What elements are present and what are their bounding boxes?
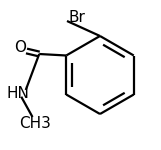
- Text: HN: HN: [6, 85, 29, 100]
- Text: CH3: CH3: [20, 116, 51, 130]
- Text: O: O: [14, 40, 27, 56]
- Text: Br: Br: [68, 11, 85, 26]
